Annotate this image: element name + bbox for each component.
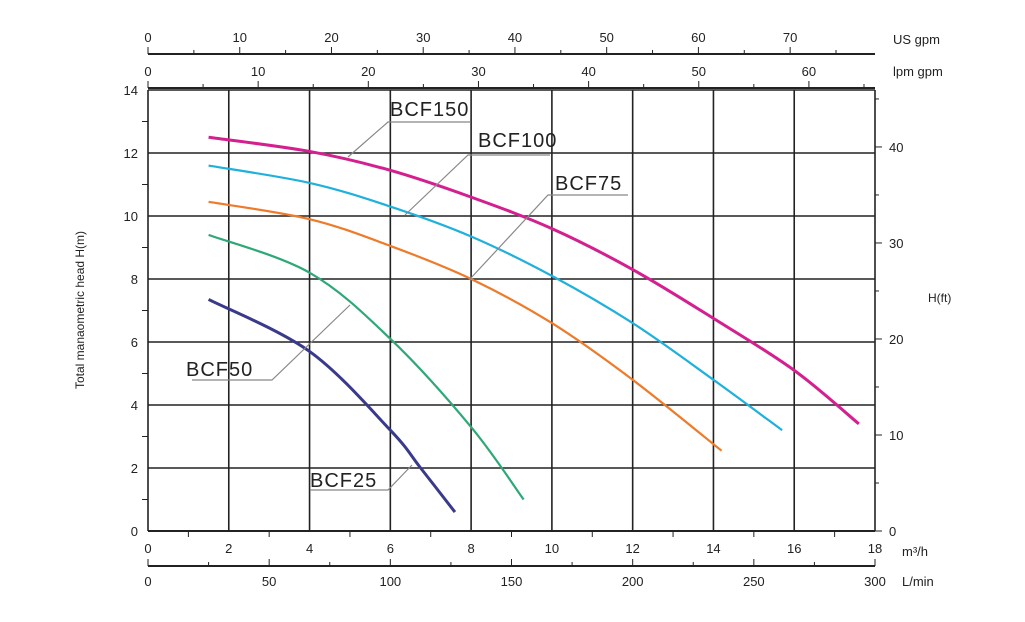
secondary-tick-label: 50	[692, 64, 706, 79]
x-tick-label: 6	[387, 541, 394, 556]
x-tick-label: 18	[868, 541, 882, 556]
secondary-tick-label: 30	[471, 64, 485, 79]
secondary-tick-label: 200	[622, 574, 644, 589]
secondary-tick-label: 70	[783, 30, 797, 45]
series-label-bcf25: BCF25	[310, 470, 377, 492]
leader-line	[192, 304, 351, 381]
secondary-tick-label: 30	[416, 30, 430, 45]
y2-tick-label: 10	[889, 428, 903, 443]
secondary-tick-label: 0	[144, 30, 151, 45]
series-label-bcf150: BCF150	[390, 99, 469, 121]
secondary-tick-label: 20	[324, 30, 338, 45]
secondary-tick-label: 100	[379, 574, 401, 589]
leader-line	[469, 194, 628, 280]
y-tick-label: 10	[124, 209, 138, 224]
axes: 0 2 4 6 8 10 12 14 0 10 20 30 40 0 2 4 6 8 10 12 14 16 18 0 10 20…	[124, 30, 904, 589]
y2-tick-label: 30	[889, 236, 903, 251]
secondary-tick-label: 50	[262, 574, 276, 589]
y-tick-label: 2	[131, 461, 138, 476]
secondary-tick-label: 40	[581, 64, 595, 79]
secondary-tick-label: 150	[501, 574, 523, 589]
y2-tick-label: 40	[889, 140, 903, 155]
curves	[207, 135, 860, 514]
impgpm-axis-unit: lpm gpm	[893, 64, 943, 79]
secondary-tick-label: 20	[361, 64, 375, 79]
series-labels: BCF150 BCF100 BCF75 BCF50 BCF25	[186, 99, 628, 492]
secondary-tick-label: 10	[233, 30, 247, 45]
y-tick-label: 8	[131, 272, 138, 287]
x-tick-label: 2	[225, 541, 232, 556]
grid	[147, 89, 876, 532]
x-tick-label: 0	[144, 541, 151, 556]
x-tick-label: 10	[545, 541, 559, 556]
curve-bcf150	[208, 135, 860, 426]
y-tick-label: 14	[124, 83, 138, 98]
x-tick-label: 4	[306, 541, 313, 556]
curve-bcf75	[208, 200, 723, 452]
series-label-bcf75: BCF75	[555, 173, 622, 195]
secondary-tick-label: 60	[802, 64, 816, 79]
y-axis-label: Total manaometric head H(m)	[73, 231, 87, 389]
lmin-axis-unit: L/min	[902, 574, 934, 589]
x-tick-label: 16	[787, 541, 801, 556]
secondary-tick-label: 300	[864, 574, 886, 589]
secondary-tick-label: 10	[251, 64, 265, 79]
leader-line	[347, 121, 470, 158]
curve-bcf100	[208, 164, 783, 432]
secondary-tick-label: 250	[743, 574, 765, 589]
y-tick-label: 0	[131, 524, 138, 539]
series-label-bcf100: BCF100	[478, 130, 557, 152]
x-tick-label: 14	[706, 541, 720, 556]
usgpm-axis-unit: US gpm	[893, 32, 940, 47]
y-tick-label: 6	[131, 335, 138, 350]
secondary-tick-label: 0	[144, 574, 151, 589]
x-axis-unit: m³/h	[902, 544, 928, 559]
secondary-tick-label: 40	[508, 30, 522, 45]
y2-tick-label: 0	[889, 524, 896, 539]
y2-tick-label: 20	[889, 332, 903, 347]
y2-axis-label: H(ft)	[928, 291, 951, 305]
secondary-tick-label: 0	[144, 64, 151, 79]
curve-bcf50	[208, 233, 525, 501]
leader-line	[310, 464, 413, 491]
secondary-tick-label: 50	[599, 30, 613, 45]
y-tick-label: 12	[124, 146, 138, 161]
curve-bcf25	[207, 298, 457, 514]
series-label-bcf50: BCF50	[186, 359, 253, 381]
x-tick-label: 12	[625, 541, 639, 556]
leader-line	[404, 154, 550, 216]
secondary-tick-label: 60	[691, 30, 705, 45]
y-tick-label: 4	[131, 398, 138, 413]
x-tick-label: 8	[467, 541, 474, 556]
